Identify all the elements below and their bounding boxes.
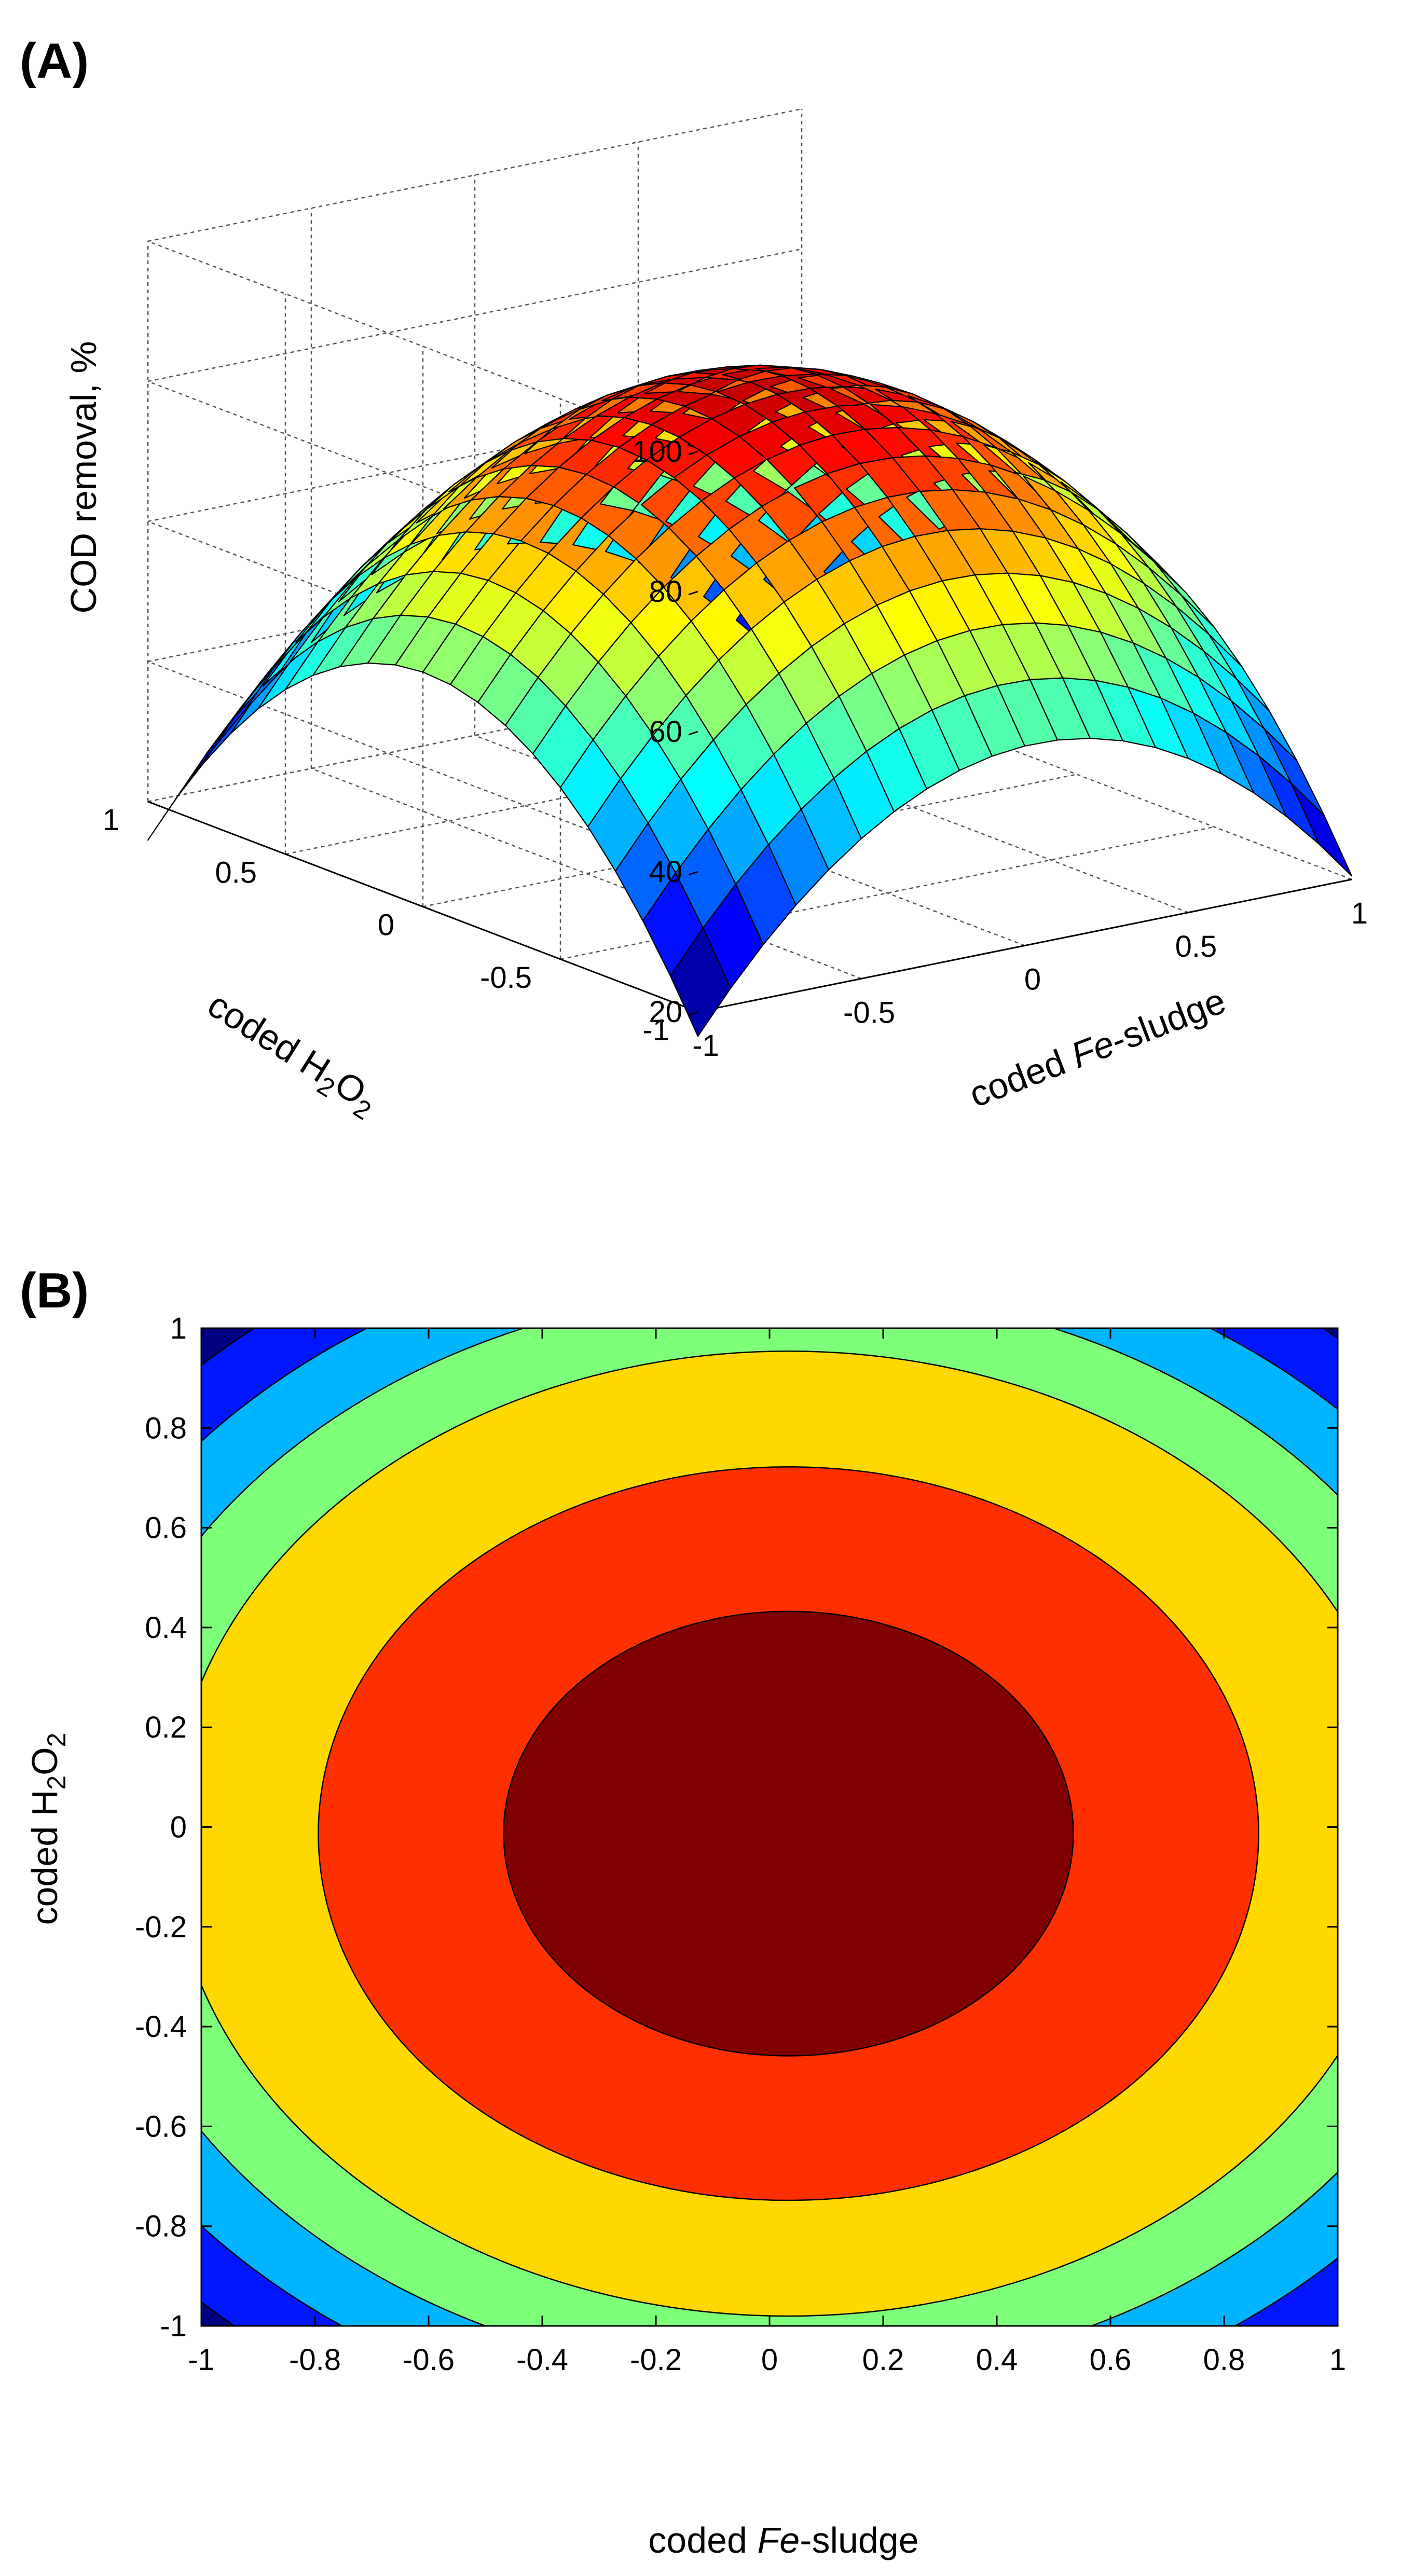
x-tick-label: 0.6: [1090, 2343, 1132, 2377]
y-tick-label: -0.4: [135, 2010, 187, 2044]
y-tick-label: 1: [103, 803, 119, 837]
y-tick-label: 0: [170, 1811, 187, 1844]
y-tick-label: -0.5: [480, 961, 532, 995]
y-tick-label: -0.2: [135, 1910, 187, 1944]
wall-gridline-horizontal: [147, 528, 802, 663]
x-tick-label: 0: [1024, 963, 1041, 997]
z-tick-mark: [688, 450, 698, 456]
x-tick-label: 1: [1351, 897, 1368, 930]
y-tick-label: 0.6: [145, 1511, 187, 1545]
z-tick-label: 20: [649, 995, 682, 1029]
x-tick-label: 1: [1329, 2343, 1346, 2377]
x-tick-label: 0.8: [1203, 2343, 1245, 2377]
z-tick-mark: [688, 1011, 698, 1016]
surface-cell: [229, 660, 292, 735]
wall-gridline-horizontal: [147, 108, 802, 242]
y-tick-label: 0: [378, 908, 394, 942]
y-tick-label: 0.4: [145, 1611, 187, 1645]
contour-band: [503, 1610, 1074, 2057]
wall-gridline-horizontal: [147, 388, 802, 522]
y-tick-label: -0.8: [135, 2210, 187, 2243]
z-tick-mark: [688, 871, 698, 876]
y-axis-label-h2o2: coded H2O2: [24, 1733, 71, 1925]
x-tick-label: 0.5: [1175, 930, 1217, 963]
y-tick-label: 0.5: [215, 856, 257, 889]
floor-gridline-y: [285, 721, 940, 855]
y-tick-label: 1: [170, 1312, 187, 1345]
wall-gridline-horizontal: [147, 668, 802, 803]
x-tick-label: 0.4: [976, 2343, 1018, 2377]
floor-gridline-y: [422, 774, 1077, 907]
x-tick-label: -0.2: [630, 2343, 682, 2377]
y-axis-line: [147, 801, 698, 1013]
contour-tick-labels: -1 -0.8 -0.6 -0.4 -0.2 0 0.2 0.4 0.6 0.8 1 1 0.8 0.6 0…: [135, 1312, 1346, 2377]
contour-fill: [201, 1328, 1338, 2326]
x-tick-label: -1: [188, 2343, 215, 2377]
surface-tick-labels: 20 40 60 80 100 -1 -0.5 0 0.5 1 -1 -0.5 0 0.5 1: [103, 435, 1368, 1063]
y-tick-label: 0.8: [145, 1411, 187, 1445]
y-tick-label: -1: [642, 1013, 669, 1047]
z-tick-label: 40: [649, 855, 682, 889]
z-tick-mark: [688, 731, 698, 736]
x-tick-label: -0.8: [289, 2343, 341, 2377]
surface-mesh: [147, 364, 1353, 1037]
z-axis-label: COD removal, %: [63, 341, 104, 613]
x-tick-label: -0.5: [843, 996, 895, 1029]
z-tick-label: 80: [649, 575, 682, 609]
y-axis-label-h2o2: coded H2O2: [198, 984, 386, 1126]
z-tick-label: 100: [632, 435, 682, 469]
z-tick-mark: [688, 590, 698, 596]
surface-cell: [1290, 783, 1353, 877]
y-tick-label: 0.2: [145, 1711, 187, 1744]
contour-plot-panel: (B) -1 -0.8 -0.6 -0.4 -0.2 0 0.2 0.4 0.6 0.8 1 1 0.8…: [20, 1263, 1346, 2560]
x-tick-label: -0.4: [516, 2343, 568, 2377]
y-tick-label: -1: [160, 2309, 187, 2343]
x-axis-label-fe-sludge: coded Fe-sludge: [648, 2520, 918, 2560]
surface-plot-panel: (A) 20 40 60 80 100 -1 -0.5 0 0.5 1 -1 -0.5 0 0.5 1 CO…: [20, 33, 1368, 1125]
z-tick-label: 60: [649, 715, 682, 749]
x-tick-label: -0.6: [403, 2343, 455, 2377]
panel-label-a: (A): [20, 33, 89, 89]
x-tick-label: -1: [692, 1029, 719, 1063]
panel-label-b: (B): [20, 1263, 89, 1318]
x-axis-line: [697, 878, 1352, 1013]
x-axis-label-fe-sludge: coded Fe-sludge: [964, 980, 1231, 1115]
x-tick-label: 0: [761, 2343, 778, 2377]
y-tick-label: -0.6: [135, 2110, 187, 2143]
x-tick-label: 0.2: [862, 2343, 904, 2377]
wall-gridline-horizontal: [147, 248, 802, 382]
